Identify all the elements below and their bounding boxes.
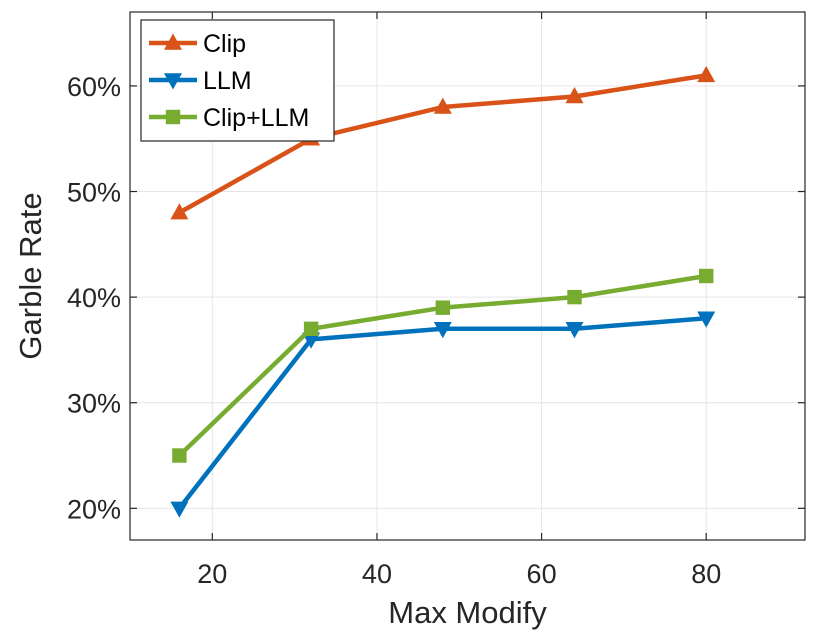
data-point: [433, 322, 452, 339]
legend-item: Clip+LLM: [149, 104, 309, 132]
legend: Clip LLM Clip+LLM: [140, 19, 335, 142]
x-tick-label: 20: [197, 559, 227, 589]
legend-marker: [165, 109, 181, 125]
legend-item: Clip: [149, 30, 246, 58]
series-2: [172, 268, 714, 463]
y-tick-label: 50%: [67, 178, 121, 208]
x-tick-label: 40: [362, 559, 392, 589]
data-point: [697, 311, 716, 328]
legend-label: Clip+LLM: [203, 104, 309, 132]
y-axis-title: Garble Rate: [13, 192, 48, 359]
data-point: [565, 87, 584, 104]
x-tick-label: 80: [691, 559, 721, 589]
y-tick-label: 20%: [67, 494, 121, 524]
y-tick-label: 30%: [67, 389, 121, 419]
data-point: [433, 97, 452, 114]
data-point: [170, 203, 189, 220]
series-1: [170, 311, 716, 518]
x-axis-title: Max Modify: [388, 595, 547, 630]
data-point: [567, 289, 582, 305]
plot-area-frame: [129, 11, 806, 541]
data-point: [697, 65, 716, 83]
data-point: [699, 268, 714, 284]
data-point: [303, 321, 319, 336]
axis-ticks: 20 40 60 80 20% 30% 40% 50% 60%: [67, 12, 805, 589]
legend-label: Clip: [203, 30, 246, 58]
data-point: [170, 501, 189, 518]
y-tick-label: 40%: [67, 283, 121, 313]
legend-marker: [164, 73, 182, 90]
legend-item: LLM: [149, 67, 252, 95]
data-point: [302, 332, 321, 349]
data-point: [435, 300, 451, 315]
y-tick-label: 60%: [67, 72, 121, 102]
data-point: [565, 322, 584, 339]
series-line: [177, 315, 707, 510]
legend-marker: [164, 33, 182, 50]
x-tick-label: 60: [527, 559, 557, 589]
data-point: [172, 448, 187, 463]
legend-label: LLM: [203, 67, 252, 95]
